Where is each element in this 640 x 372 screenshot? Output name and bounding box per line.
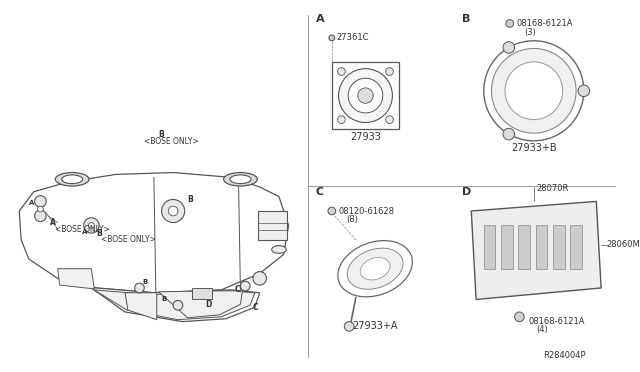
Ellipse shape [55, 173, 89, 186]
Text: B: B [161, 296, 167, 302]
Text: D: D [461, 187, 471, 197]
Text: A: A [82, 229, 87, 235]
Text: C: C [316, 187, 324, 197]
Text: B: B [142, 279, 148, 285]
Ellipse shape [272, 246, 286, 253]
Circle shape [386, 68, 394, 76]
Bar [484, 225, 495, 269]
Bar [258, 211, 287, 240]
Circle shape [505, 62, 563, 120]
Polygon shape [471, 201, 601, 299]
Circle shape [358, 88, 373, 103]
Bar [332, 62, 399, 129]
Text: (4): (4) [537, 325, 548, 334]
Circle shape [329, 35, 335, 41]
Text: 27933: 27933 [350, 132, 381, 142]
Text: A: A [50, 218, 56, 227]
Polygon shape [125, 293, 157, 320]
Ellipse shape [61, 175, 83, 184]
Bar [193, 288, 212, 299]
Ellipse shape [360, 257, 390, 280]
Text: B: B [461, 14, 470, 24]
Bar [570, 225, 582, 269]
Text: <BOSE ONLY>: <BOSE ONLY> [101, 235, 156, 244]
Text: R284004P: R284004P [543, 351, 586, 360]
Circle shape [84, 218, 99, 233]
Circle shape [492, 48, 576, 133]
Bar [553, 225, 564, 269]
Ellipse shape [223, 173, 257, 186]
Circle shape [328, 207, 335, 215]
Polygon shape [94, 290, 255, 320]
Text: 08120-61628: 08120-61628 [339, 206, 394, 215]
Text: 08168-6121A: 08168-6121A [529, 317, 586, 326]
Circle shape [134, 283, 144, 293]
Circle shape [348, 78, 383, 113]
Text: 27933+A: 27933+A [353, 321, 398, 331]
Text: 27933+B: 27933+B [511, 144, 557, 154]
Circle shape [386, 116, 394, 124]
Circle shape [88, 222, 94, 228]
Circle shape [253, 272, 266, 285]
Text: 28060M: 28060M [606, 240, 640, 249]
Text: B: B [96, 229, 102, 238]
Circle shape [503, 42, 515, 53]
Text: 28070R: 28070R [537, 185, 569, 193]
Text: (3): (3) [524, 28, 536, 36]
Text: (8): (8) [346, 215, 358, 224]
Bar [518, 225, 530, 269]
Circle shape [515, 312, 524, 322]
Text: A: A [29, 200, 34, 206]
Circle shape [173, 301, 183, 310]
Circle shape [344, 322, 354, 331]
Circle shape [578, 85, 589, 97]
Circle shape [337, 116, 346, 124]
Text: <BOSE ONLY>: <BOSE ONLY> [144, 137, 199, 146]
Text: D: D [205, 300, 211, 309]
Ellipse shape [348, 248, 403, 289]
Circle shape [337, 68, 346, 76]
Circle shape [35, 196, 46, 207]
Circle shape [241, 281, 250, 291]
Circle shape [168, 206, 178, 216]
Circle shape [35, 210, 46, 222]
Text: A: A [316, 14, 324, 24]
Circle shape [506, 20, 513, 27]
Text: 08168-6121A: 08168-6121A [516, 19, 573, 28]
Polygon shape [159, 291, 243, 318]
Circle shape [161, 199, 185, 222]
Text: C: C [235, 285, 240, 294]
Text: B: B [188, 195, 193, 204]
Ellipse shape [230, 175, 251, 184]
Bar [536, 225, 547, 269]
Circle shape [484, 41, 584, 141]
Text: 27361C: 27361C [337, 33, 369, 42]
Circle shape [503, 128, 515, 140]
Text: B: B [159, 129, 164, 138]
Polygon shape [19, 173, 289, 293]
Circle shape [339, 69, 392, 122]
Polygon shape [92, 288, 260, 322]
Ellipse shape [338, 241, 412, 297]
Text: C: C [253, 303, 259, 312]
Bar [501, 225, 513, 269]
Polygon shape [58, 269, 94, 289]
Circle shape [38, 206, 44, 212]
Text: <BOSE ONLY>: <BOSE ONLY> [55, 225, 109, 234]
